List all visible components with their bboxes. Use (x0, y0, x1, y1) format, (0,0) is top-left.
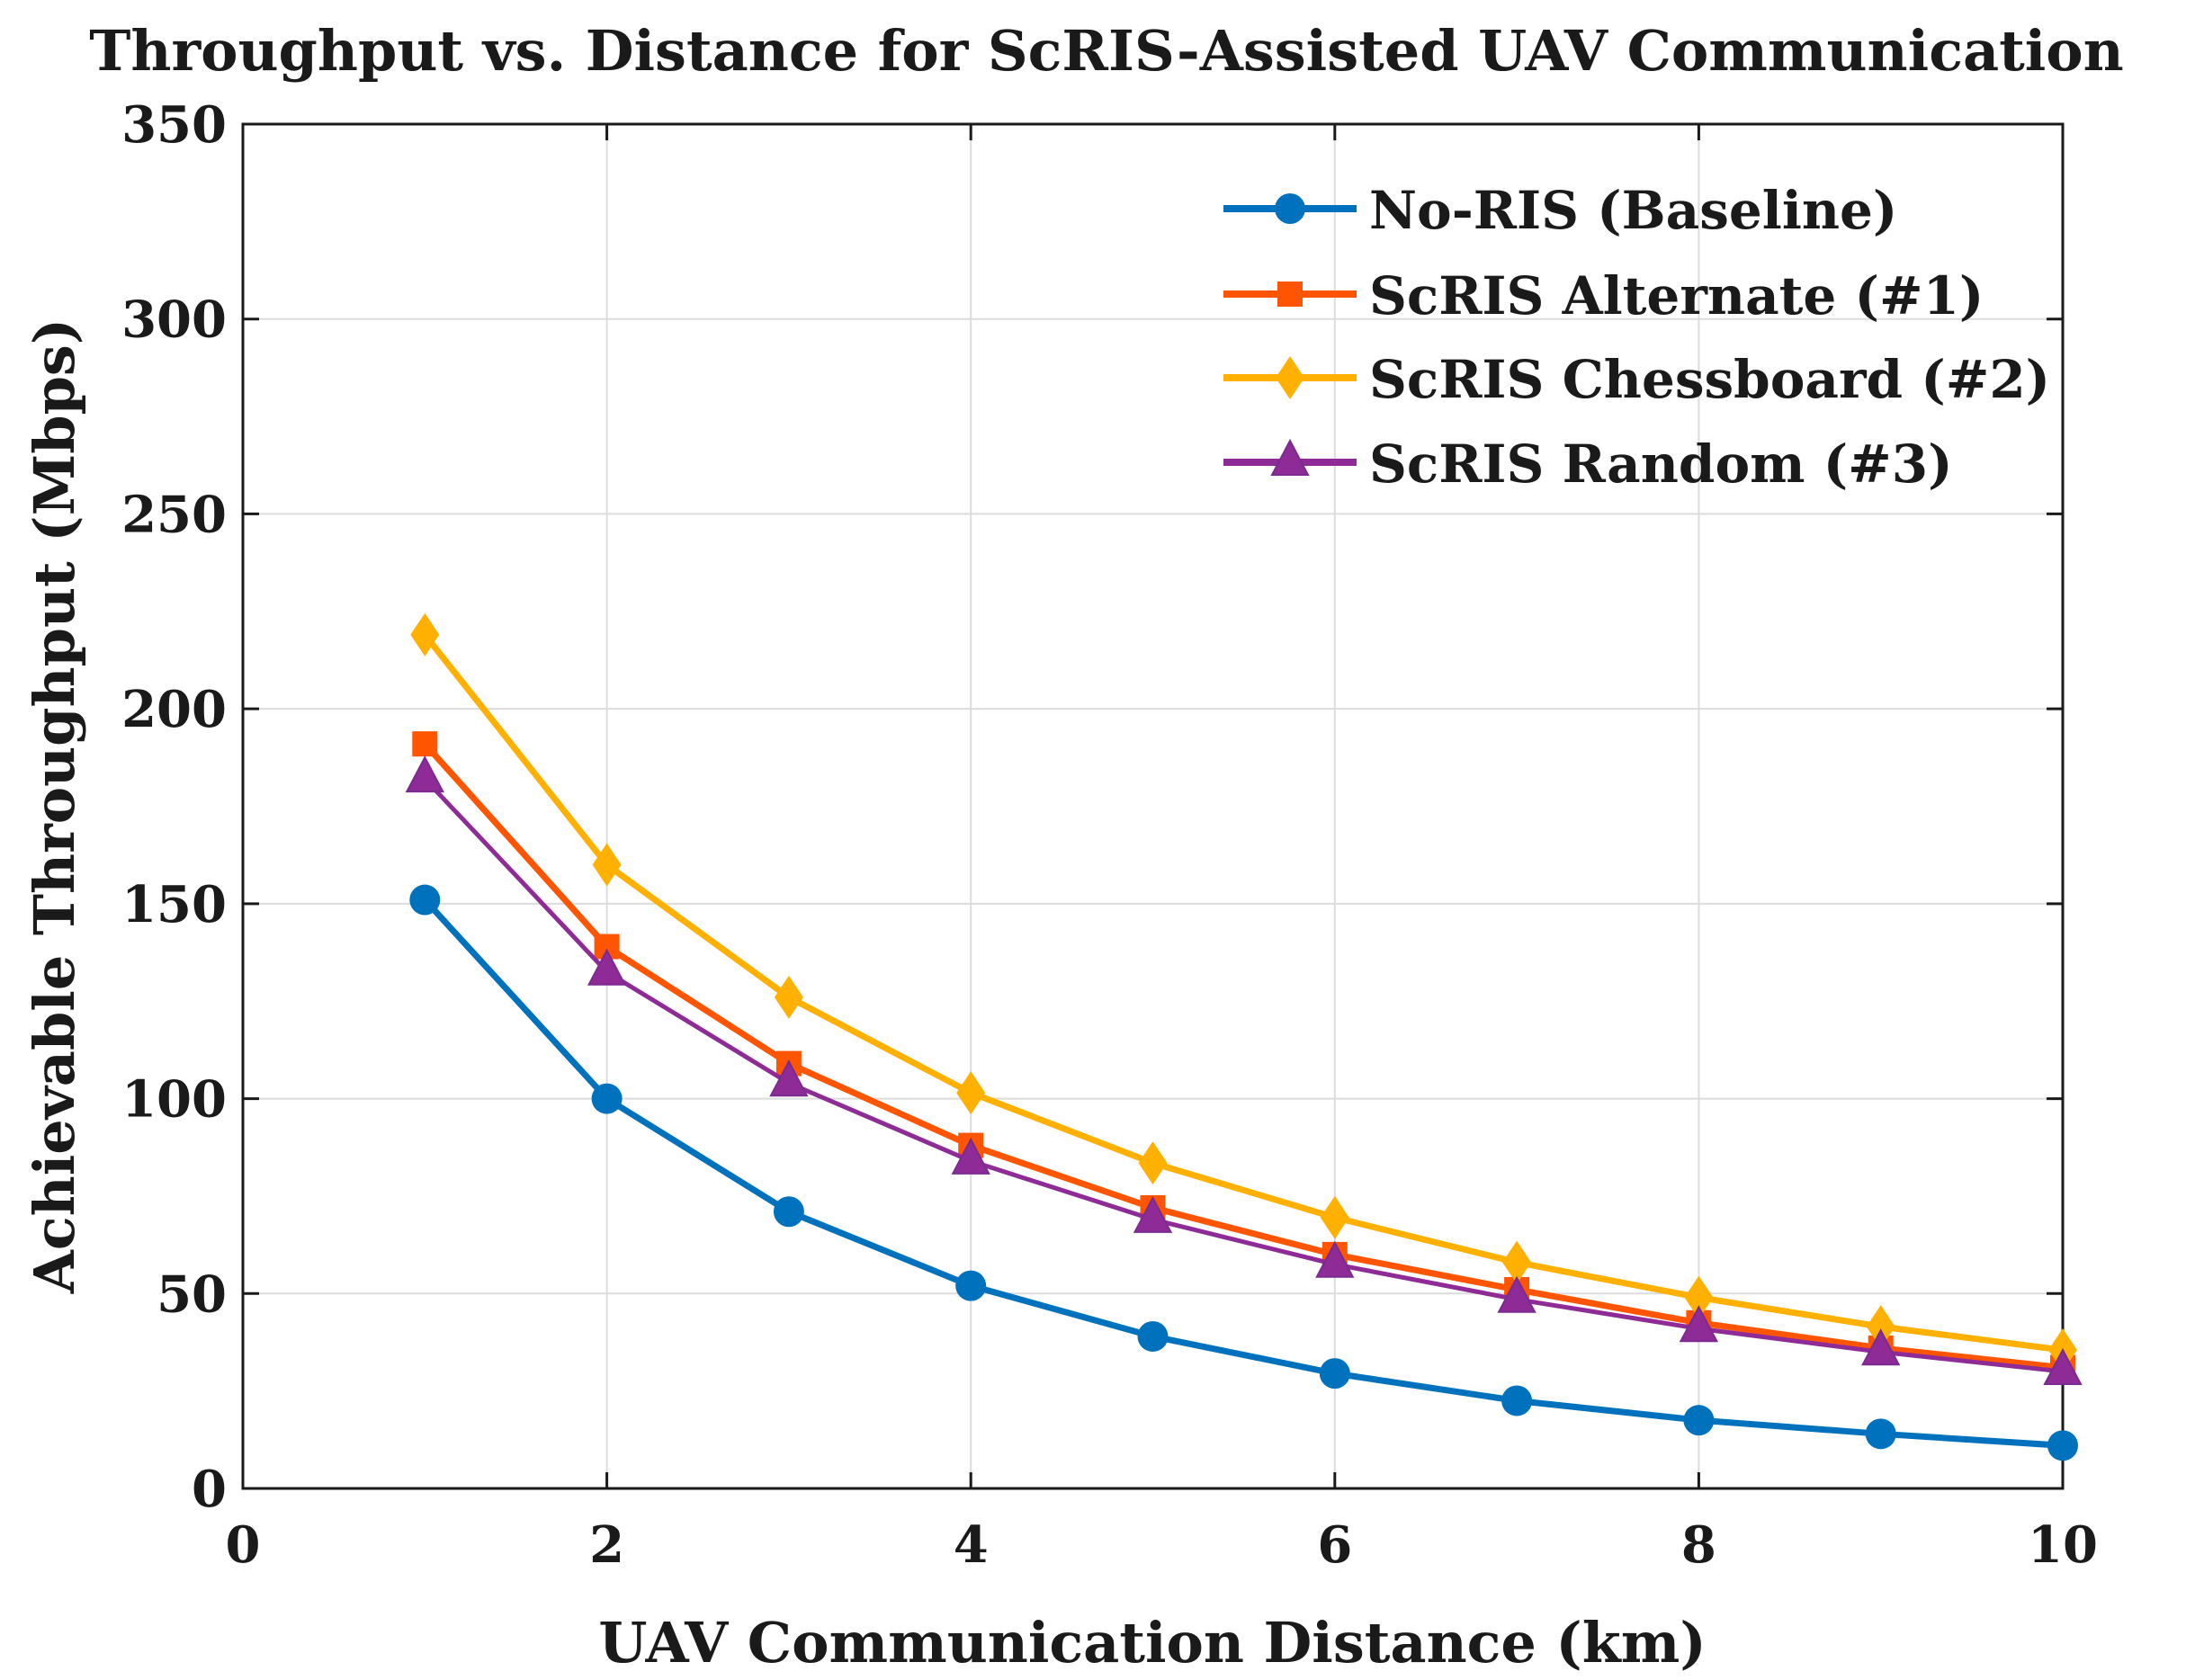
x-tick-label: 4 (954, 1515, 989, 1575)
data-point (1501, 1385, 1533, 1416)
data-point (1133, 1195, 1173, 1233)
legend: No-RIS (Baseline) ScRIS Alternate (#1) ScR… (1223, 180, 2050, 495)
data-point (1315, 1240, 1355, 1278)
data-point (1861, 1328, 1901, 1366)
x-tick-label: 10 (2028, 1515, 2098, 1575)
plot-frame (241, 122, 2065, 1490)
legend-label: ScRIS Chessboard (#2) (1369, 349, 2050, 410)
data-point (955, 1270, 987, 1301)
series (405, 612, 2083, 1461)
y-tick-label: 50 (157, 1264, 227, 1324)
data-point (412, 731, 438, 757)
data-point (774, 975, 803, 1019)
data-point (2047, 1430, 2078, 1461)
series-line (423, 777, 2064, 1374)
legend-entry: ScRIS Chessboard (#2) (1223, 349, 2050, 410)
y-tick-label: 150 (121, 875, 227, 934)
y-tick-label: 0 (192, 1460, 227, 1519)
series-1 (412, 731, 2075, 1381)
data-point (591, 1083, 623, 1114)
y-axis-label: Achievable Throughput (Mbps) (22, 318, 87, 1294)
series-line (422, 741, 2064, 1372)
legend-label: ScRIS Alternate (#1) (1369, 265, 1984, 326)
data-point (1679, 1305, 1719, 1343)
grid (242, 123, 2064, 1489)
data-point (1866, 1305, 1895, 1349)
data-point (769, 1059, 809, 1097)
series-3 (405, 755, 2083, 1385)
data-point (1137, 1320, 1169, 1352)
data-point (1502, 1240, 1532, 1284)
y-tick-label: 350 (121, 95, 227, 155)
series-line (422, 632, 2064, 1354)
data-point (1684, 1275, 1714, 1319)
data-point (409, 884, 441, 916)
data-point (1865, 1418, 1896, 1450)
data-point (956, 1071, 986, 1115)
data-point (410, 612, 440, 657)
legend-entry: No-RIS (Baseline) (1223, 180, 1897, 241)
y-tick-label: 200 (121, 680, 227, 739)
legend-marker (1275, 193, 1305, 224)
data-point (592, 843, 622, 887)
x-tick-label: 8 (1681, 1515, 1716, 1575)
x-tick-label: 0 (226, 1515, 261, 1575)
data-point (1320, 1195, 1349, 1239)
data-point (405, 755, 444, 793)
y-tick-label: 300 (121, 290, 227, 350)
legend-entry: ScRIS Alternate (#1) (1223, 265, 1984, 326)
legend-entry: ScRIS Random (#3) (1223, 433, 1953, 495)
data-point (951, 1137, 990, 1175)
series-0 (409, 884, 2078, 1461)
data-point (1497, 1275, 1537, 1313)
legend-marker (1277, 281, 1303, 307)
data-point (2043, 1347, 2083, 1385)
y-tick-label: 250 (121, 485, 227, 544)
legend-label: No-RIS (Baseline) (1369, 180, 1897, 241)
series-2 (410, 612, 2077, 1372)
legend-marker (1270, 438, 1310, 476)
chart-title: Throughput vs. Distance for ScRIS-Assist… (89, 18, 2124, 84)
x-tick-label: 6 (1317, 1515, 1352, 1575)
legend-marker (1276, 356, 1304, 399)
y-tick-label: 100 (121, 1070, 227, 1130)
legend-label: ScRIS Random (#3) (1369, 433, 1953, 495)
series-line (422, 898, 2064, 1449)
data-point (1683, 1405, 1715, 1436)
data-point (1138, 1141, 1168, 1185)
data-point (773, 1196, 804, 1228)
data-point (1319, 1358, 1350, 1390)
x-tick-label: 2 (589, 1515, 624, 1575)
data-point (587, 948, 627, 986)
x-axis-label: UAV Communication Distance (km) (598, 1610, 1706, 1676)
